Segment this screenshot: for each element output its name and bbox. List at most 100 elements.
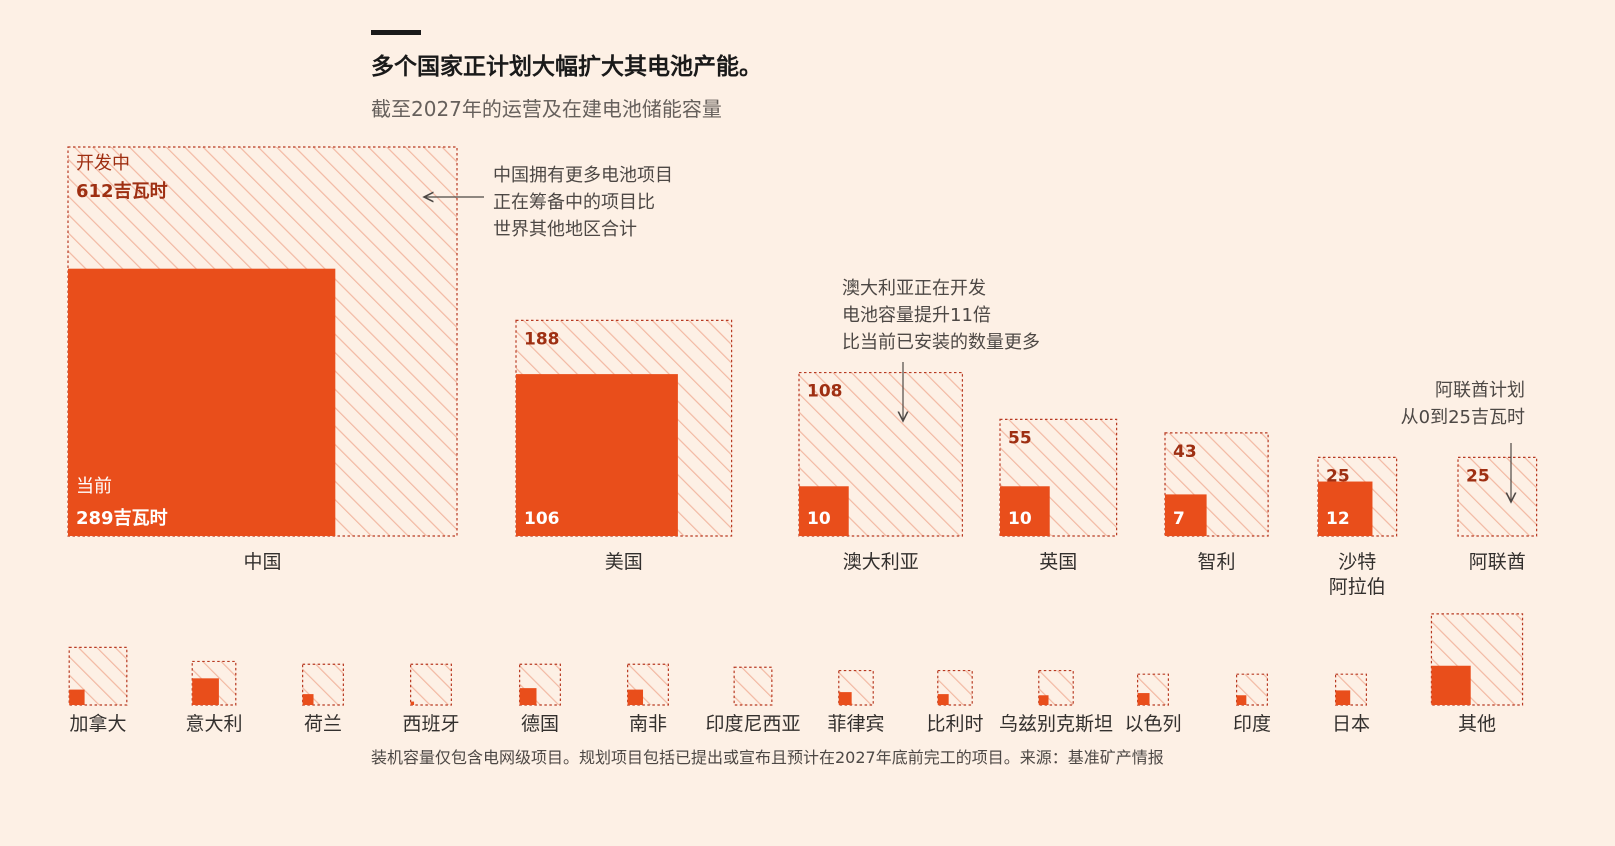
country-label: 南非 bbox=[629, 713, 667, 735]
country-label: 德国 bbox=[521, 713, 559, 735]
country-label: 智利 bbox=[1198, 551, 1236, 573]
country-label: 菲律宾 bbox=[827, 713, 884, 735]
current-square bbox=[302, 694, 314, 705]
country-label: 中国 bbox=[243, 551, 281, 573]
country-label: 印度尼西亚 bbox=[705, 713, 800, 735]
country-label: 以色列 bbox=[1124, 713, 1181, 735]
current-square bbox=[410, 701, 415, 705]
current-series-label: 当前 bbox=[76, 476, 112, 497]
pipeline-value-label: 25 bbox=[1466, 466, 1490, 486]
pipeline-value-label: 188 bbox=[524, 329, 560, 349]
current-square bbox=[516, 374, 678, 536]
country-label: 沙特 bbox=[1338, 551, 1376, 573]
current-value-label: 7 bbox=[1173, 509, 1185, 529]
current-square bbox=[1236, 695, 1247, 705]
country-group: 55 10 英国 bbox=[999, 418, 1118, 573]
country-group: 加拿大 bbox=[68, 646, 128, 735]
country-label: 阿联酋 bbox=[1469, 551, 1526, 573]
current-square bbox=[1335, 690, 1351, 705]
current-square bbox=[192, 678, 219, 705]
country-group: 乌兹别克斯坦 bbox=[999, 669, 1113, 735]
country-label: 英国 bbox=[1039, 551, 1077, 573]
country-group: 荷兰 bbox=[302, 663, 344, 735]
pipeline-value-label: 43 bbox=[1173, 442, 1197, 462]
country-label: 日本 bbox=[1332, 713, 1370, 735]
annotation-text: 中国拥有更多电池项目 bbox=[493, 165, 673, 186]
country-label: 印度 bbox=[1233, 713, 1271, 735]
title-accent-bar bbox=[371, 30, 421, 35]
current-value-label: 106 bbox=[524, 509, 560, 529]
pipeline-value-label: 55 bbox=[1008, 428, 1032, 448]
country-label: 阿拉伯 bbox=[1329, 576, 1386, 598]
current-square bbox=[1431, 665, 1471, 705]
current-square bbox=[937, 694, 949, 705]
annotation-text: 比当前已安装的数量更多 bbox=[842, 332, 1040, 353]
country-label: 比利时 bbox=[926, 713, 983, 735]
country-group: 188 106 美国 bbox=[515, 319, 733, 573]
country-label: 美国 bbox=[605, 551, 643, 573]
small-countries: 加拿大 意大利 荷兰 西班牙 德国 南非 印度尼西亚 菲律宾 比利时 乌兹别克斯坦 以色列 印度 日本 其… bbox=[68, 613, 1524, 735]
country-group: 其他 bbox=[1430, 613, 1524, 735]
country-group: 43 7 智利 bbox=[1164, 432, 1269, 573]
pipeline-square bbox=[733, 666, 773, 706]
country-group: 日本 bbox=[1332, 673, 1370, 735]
annotation-text: 阿联酋计划 bbox=[1435, 380, 1525, 401]
pipeline-square bbox=[1334, 673, 1367, 706]
country-label: 澳大利亚 bbox=[843, 551, 919, 573]
country-group: 印度 bbox=[1233, 673, 1271, 735]
current-square bbox=[1318, 481, 1373, 536]
country-label: 加拿大 bbox=[69, 712, 126, 735]
annotation-text: 从0到25吉瓦时 bbox=[1401, 407, 1525, 428]
country-label: 意大利 bbox=[185, 713, 242, 735]
current-square bbox=[68, 268, 336, 536]
country-group: 印度尼西亚 bbox=[705, 666, 801, 735]
country-label: 西班牙 bbox=[402, 713, 459, 735]
current-square bbox=[519, 688, 537, 705]
current-square bbox=[799, 486, 849, 536]
annotation-text: 世界其他地区合计 bbox=[493, 219, 637, 240]
country-group: 南非 bbox=[627, 663, 669, 735]
current-square bbox=[69, 689, 85, 705]
chart-title: 多个国家正计划大幅扩大其电池产能。 bbox=[371, 54, 762, 80]
current-square bbox=[1165, 494, 1207, 536]
pipeline-value-label: 612吉瓦时 bbox=[76, 180, 168, 202]
country-label: 乌兹别克斯坦 bbox=[999, 713, 1113, 735]
country-group: 德国 bbox=[519, 663, 561, 735]
country-group: 以色列 bbox=[1124, 673, 1182, 735]
annotation-text: 电池容量提升11倍 bbox=[842, 305, 991, 326]
current-square bbox=[1038, 695, 1049, 705]
current-square bbox=[1000, 486, 1050, 536]
current-square bbox=[627, 689, 644, 705]
country-label: 荷兰 bbox=[304, 713, 342, 735]
chart-subtitle: 截至2027年的运营及在建电池储能容量 bbox=[371, 97, 722, 121]
annotation-text: 正在筹备中的项目比 bbox=[493, 192, 655, 213]
current-value-label: 12 bbox=[1326, 509, 1350, 529]
country-group: 西班牙 bbox=[402, 663, 460, 735]
country-group: 菲律宾 bbox=[827, 669, 885, 735]
pipeline-value-label: 108 bbox=[807, 382, 843, 402]
country-group: 25 阿联酋 bbox=[1457, 456, 1538, 573]
current-square bbox=[1137, 693, 1150, 705]
pipeline-square bbox=[410, 663, 452, 706]
current-square bbox=[838, 692, 852, 705]
footnote: 装机容量仅包含电网级项目。规划项目包括已提出或宣布且预计在2027年底前完工的项… bbox=[371, 748, 1164, 767]
country-group: 意大利 bbox=[185, 660, 243, 735]
country-label: 其他 bbox=[1458, 713, 1496, 735]
current-value-label: 10 bbox=[807, 509, 831, 529]
annotations: 中国拥有更多电池项目正在筹备中的项目比世界其他地区合计澳大利亚正在开发电池容量提… bbox=[424, 165, 1525, 502]
pipeline-series-label: 开发中 bbox=[76, 153, 130, 174]
country-group: 108 10 澳大利亚 bbox=[798, 371, 964, 573]
annotation-text: 澳大利亚正在开发 bbox=[842, 278, 986, 299]
current-value-label: 10 bbox=[1008, 509, 1032, 529]
pipeline-square bbox=[1457, 456, 1538, 537]
current-value-label: 289吉瓦时 bbox=[76, 507, 168, 529]
country-group: 比利时 bbox=[926, 669, 984, 735]
pipeline-value-label: 25 bbox=[1326, 466, 1350, 486]
